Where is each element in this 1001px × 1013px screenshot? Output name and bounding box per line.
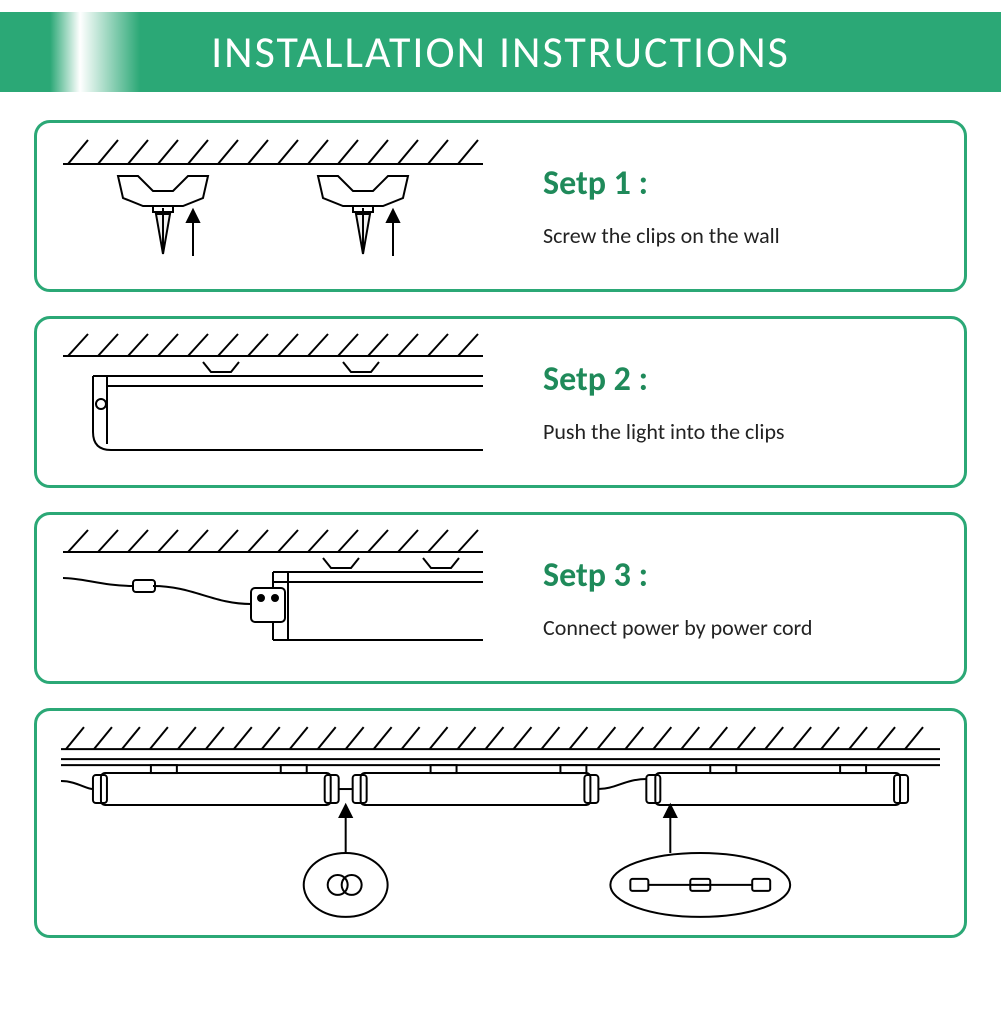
final-diagram xyxy=(61,723,940,923)
step-2-text: Setp 2 : Push the light into the clips xyxy=(483,359,938,445)
step-3-desc: Connect power by power cord xyxy=(543,614,938,641)
step-1-diagram xyxy=(63,136,483,276)
step-2-title: Setp 2 : xyxy=(543,359,938,400)
step-3-text: Setp 3 : Connect power by power cord xyxy=(483,555,938,641)
step-1-text: Setp 1 : Screw the clips on the wall xyxy=(483,163,938,249)
step-3-diagram xyxy=(63,528,483,668)
step-2-desc: Push the light into the clips xyxy=(543,418,938,445)
step-1-panel: Setp 1 : Screw the clips on the wall xyxy=(34,120,967,292)
step-2-panel: Setp 2 : Push the light into the clips xyxy=(34,316,967,488)
step-3-panel: Setp 3 : Connect power by power cord xyxy=(34,512,967,684)
page-title: INSTALLATION INSTRUCTIONS xyxy=(211,25,790,79)
step-3-title: Setp 3 : xyxy=(543,555,938,596)
step-1-title: Setp 1 : xyxy=(543,163,938,204)
steps-container: Setp 1 : Screw the clips on the wall xyxy=(0,92,1001,948)
step-1-desc: Screw the clips on the wall xyxy=(543,222,938,249)
step-2-diagram xyxy=(63,332,483,472)
header-bar: INSTALLATION INSTRUCTIONS xyxy=(0,12,1001,92)
final-panel xyxy=(34,708,967,938)
